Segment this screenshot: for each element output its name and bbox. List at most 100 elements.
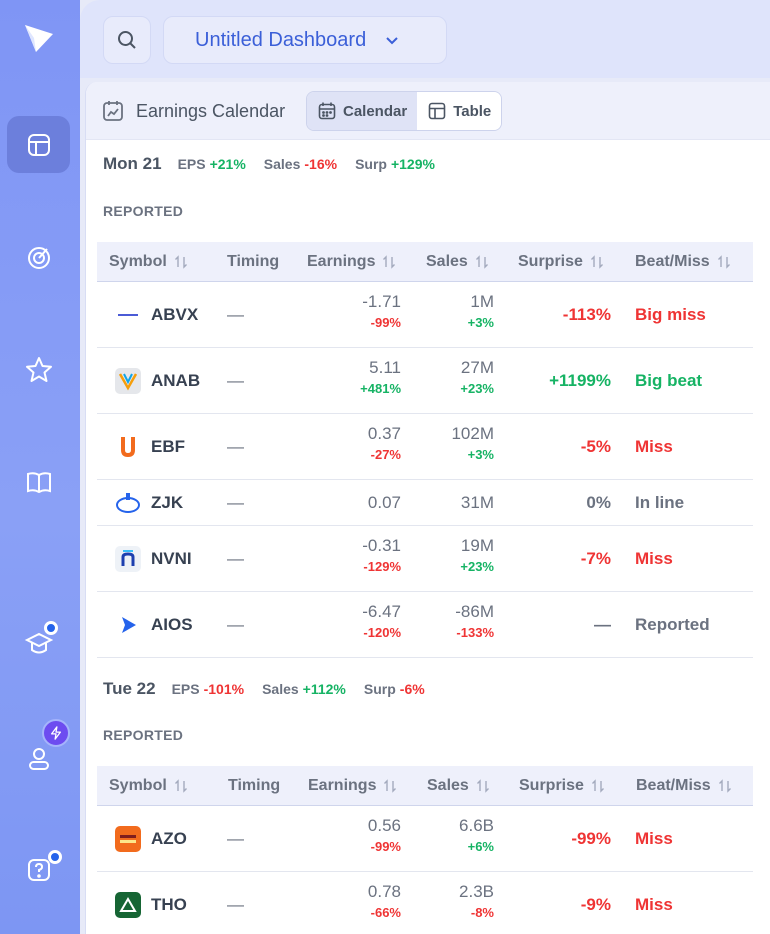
company-logo — [115, 612, 141, 638]
earnings-cell: 0.37 -27% — [367, 424, 401, 462]
surprise-cell: -7% — [580, 549, 611, 568]
result-cell: In line — [635, 493, 685, 512]
symbol-cell[interactable]: EBF — [151, 437, 185, 456]
sort-icon — [476, 779, 489, 793]
company-logo — [115, 490, 141, 516]
eps-value: -101% — [203, 681, 245, 697]
column-header-surprise[interactable]: Surprise — [519, 777, 606, 795]
column-header-sales[interactable]: Sales — [427, 777, 491, 795]
table-row[interactable]: NVNI — -0.31 -129% 19M +23% -7% Miss — [97, 526, 753, 592]
column-header-beat-miss[interactable]: Beat/Miss — [635, 253, 732, 271]
symbol-cell[interactable]: AZO — [151, 829, 187, 848]
panel-header: Earnings Calendar Calendar Table — [86, 82, 770, 140]
sort-icon — [174, 255, 187, 269]
sort-icon — [384, 779, 397, 793]
graduation-cap-icon[interactable] — [7, 614, 70, 671]
section-heading: REPORTED — [103, 727, 184, 743]
column-header-symbol[interactable]: Symbol — [109, 777, 189, 795]
company-logo — [115, 302, 141, 328]
table-view-label: Table — [453, 102, 492, 120]
table-icon — [428, 102, 446, 120]
table-header: Symbol Timing Earnings Sales Surprise Be… — [97, 242, 753, 282]
sales-value: -16% — [304, 156, 338, 172]
symbol-cell[interactable]: AIOS — [151, 615, 193, 634]
eps-value: +21% — [209, 156, 246, 172]
day-summary: Mon 21 EPS +21% Sales -16% Surp +129% — [103, 154, 453, 174]
section-heading: REPORTED — [103, 203, 184, 219]
symbol-cell[interactable]: ZJK — [151, 493, 184, 512]
earnings-cell: 0.56 -99% — [367, 816, 401, 854]
earnings-cell: -1.71 -99% — [362, 292, 401, 330]
timing-cell: — — [227, 829, 244, 848]
table-row[interactable]: AIOS — -6.47 -120% -86M -133% — Reported — [97, 592, 753, 658]
view-toggle: Calendar Table — [306, 91, 503, 131]
sales-label: Sales — [262, 681, 299, 697]
result-cell: Miss — [635, 829, 673, 848]
search-icon — [118, 31, 136, 49]
symbol-cell[interactable]: THO — [151, 895, 187, 914]
sidebar — [0, 0, 80, 934]
result-cell: Miss — [635, 437, 673, 456]
radar-icon[interactable] — [7, 228, 70, 285]
help-icon[interactable] — [7, 841, 70, 898]
result-cell: Big beat — [635, 371, 703, 390]
table-row[interactable]: AZO — 0.56 -99% 6.6B +6% -99% Miss — [97, 806, 753, 872]
calendar-view-button[interactable]: Calendar — [307, 92, 418, 130]
table-row[interactable]: ZJK — 0.07 31M 0% In line — [97, 480, 753, 526]
bolt-icon — [42, 719, 70, 747]
earnings-cell: 0.07 — [367, 493, 401, 512]
dashboard-icon[interactable] — [7, 116, 70, 173]
symbol-cell[interactable]: ANAB — [151, 371, 201, 390]
earnings-cell: -0.31 -129% — [362, 536, 401, 574]
symbol-cell[interactable]: ABVX — [151, 305, 199, 324]
company-logo — [115, 546, 141, 572]
column-header-sales[interactable]: Sales — [426, 253, 490, 271]
table-row[interactable]: EBF — 0.37 -27% 102M +3% -5% Miss — [97, 414, 753, 480]
dashboard-title: Untitled Dashboard — [195, 28, 367, 51]
timing-cell: — — [227, 493, 244, 512]
sort-icon — [475, 255, 488, 269]
column-header-timing: Timing — [228, 777, 281, 794]
result-cell: Reported — [635, 615, 710, 634]
sales-label: Sales — [263, 156, 301, 172]
timing-cell: — — [227, 305, 244, 324]
column-header-symbol[interactable]: Symbol — [109, 253, 189, 271]
sort-icon — [383, 255, 396, 269]
book-icon[interactable] — [7, 453, 70, 510]
table-view-button[interactable]: Table — [417, 92, 502, 130]
sales-cell: 2.3B -8% — [459, 882, 494, 920]
star-icon[interactable] — [7, 341, 70, 398]
day-date: Tue 22 — [103, 679, 156, 698]
notification-dot — [48, 850, 62, 864]
surprise-cell: +1199% — [549, 371, 611, 390]
column-header-surprise[interactable]: Surprise — [518, 253, 605, 271]
column-header-earnings[interactable]: Earnings — [307, 253, 397, 271]
timing-cell: — — [227, 895, 244, 914]
column-header-earnings[interactable]: Earnings — [308, 777, 398, 795]
day-date: Mon 21 — [103, 154, 162, 173]
sales-cell: 102M +3% — [451, 424, 494, 462]
table-row[interactable]: THO — 0.78 -66% 2.3B -8% -9% Miss — [97, 872, 753, 934]
sales-cell: 6.6B +6% — [459, 816, 494, 854]
chevron-down-icon — [386, 37, 398, 45]
symbol-cell[interactable]: NVNI — [151, 549, 192, 568]
timing-cell: — — [227, 371, 244, 390]
surprise-cell: -99% — [571, 829, 611, 848]
search-button[interactable] — [103, 16, 151, 64]
surprise-cell: -5% — [580, 437, 611, 456]
sales-cell: 27M +23% — [460, 358, 494, 396]
logo-icon[interactable] — [22, 22, 56, 56]
user-icon[interactable] — [7, 729, 70, 786]
table-row[interactable]: ABVX — -1.71 -99% 1M +3% -113% Big miss — [97, 282, 753, 348]
column-header-beat-miss[interactable]: Beat/Miss — [636, 777, 733, 795]
sort-icon — [174, 779, 187, 793]
table-row[interactable]: ANAB — 5.11 +481% 27M +23% +1199% Big beat — [97, 348, 753, 414]
result-cell: Miss — [635, 549, 673, 568]
timing-cell: — — [227, 615, 244, 634]
company-logo — [115, 826, 141, 852]
dashboard-selector[interactable]: Untitled Dashboard — [163, 16, 447, 64]
day-summary: Tue 22 EPS -101% Sales +112% Surp -6% — [103, 679, 443, 699]
calendar-view-label: Calendar — [343, 102, 408, 120]
sort-icon — [717, 255, 730, 269]
earnings-cell: 5.11 +481% — [360, 358, 401, 396]
